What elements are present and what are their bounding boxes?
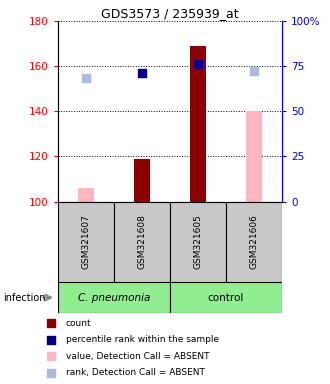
Bar [170, 202, 226, 282]
Bar [58, 282, 170, 313]
Text: infection: infection [3, 293, 46, 303]
Point [251, 68, 257, 74]
Point [49, 353, 54, 359]
Text: rank, Detection Call = ABSENT: rank, Detection Call = ABSENT [66, 368, 205, 377]
Text: control: control [208, 293, 244, 303]
Bar [246, 111, 262, 202]
Text: GSM321605: GSM321605 [193, 215, 203, 269]
Bar [226, 202, 282, 282]
Point [195, 61, 201, 67]
Text: percentile rank within the sample: percentile rank within the sample [66, 335, 219, 344]
Bar [134, 159, 150, 202]
Title: GDS3573 / 235939_at: GDS3573 / 235939_at [101, 7, 239, 20]
Text: GSM321607: GSM321607 [81, 215, 90, 269]
Text: GSM321608: GSM321608 [137, 215, 147, 269]
Point [83, 74, 88, 81]
Point [49, 370, 54, 376]
Bar [78, 188, 94, 202]
Bar [114, 202, 170, 282]
Bar [190, 46, 206, 202]
Point [49, 320, 54, 326]
Point [49, 337, 54, 343]
Text: value, Detection Call = ABSENT: value, Detection Call = ABSENT [66, 352, 209, 361]
Text: count: count [66, 319, 91, 328]
Text: GSM321606: GSM321606 [249, 215, 259, 269]
Point [139, 70, 145, 76]
Text: C. pneumonia: C. pneumonia [78, 293, 150, 303]
Bar [58, 202, 114, 282]
Bar [170, 282, 282, 313]
